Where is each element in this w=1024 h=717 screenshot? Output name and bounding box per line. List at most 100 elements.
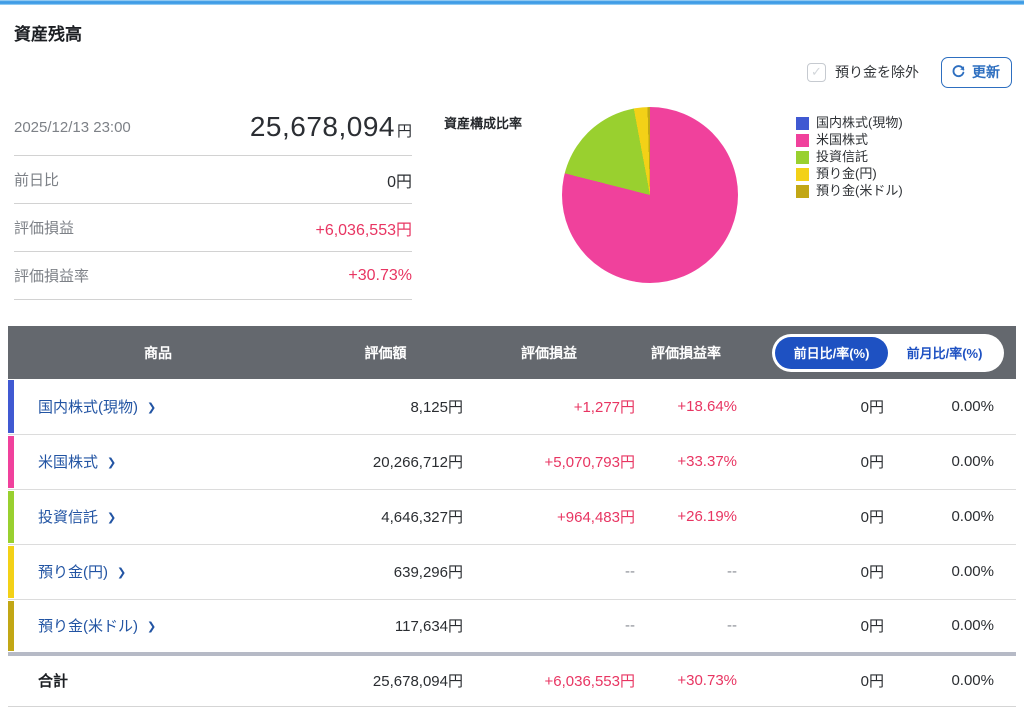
row-color-bar [8, 490, 14, 543]
table-row-mutual-fund: 投資信託 ❯ 4,646,327円 +964,483円 +26.19% 0円 0.… [8, 489, 1016, 545]
pl-rate-cell: +26.19% [635, 489, 737, 545]
toggle-month-change[interactable]: 前月比/率(%) [888, 337, 1001, 369]
chevron-right-icon: ❯ [117, 567, 127, 579]
pl-rate-cell: -- [635, 544, 737, 600]
summary-row-day-change: 前日比 0円 [14, 156, 412, 204]
legend-item: 投資信託 [796, 149, 903, 165]
valuation-cell: 8,125円 [308, 379, 463, 435]
holdings-table: 商品 評価額 評価損益 評価損益率 前日比/率(%) 前月比/率(%) 国内株式… [8, 326, 1016, 707]
asset-balance-page: 資産残高 ✓ 預り金を除外 更新 2025/12/13 23:00 25,678… [0, 20, 1024, 707]
refresh-button-label: 更新 [972, 63, 1000, 80]
product-link-mutual-fund[interactable]: 投資信託 ❯ [38, 509, 117, 526]
row-color-bar [8, 380, 14, 433]
day-change-cell: 0円 [737, 489, 884, 545]
pl-cell: -- [463, 544, 635, 600]
product-link-us-stock[interactable]: 米国株式 ❯ [38, 454, 117, 471]
header-product: 商品 [8, 326, 308, 379]
legend-swatch-deposit-usd [796, 184, 810, 198]
row-color-bar [8, 545, 14, 598]
summary-panel: 2025/12/13 23:00 25,678,094 円 前日比 0円 評価損益… [14, 99, 412, 300]
row-color-bar [8, 600, 14, 651]
pl-rate-label: 評価損益率 [14, 268, 90, 285]
total-assets-value: 25,678,094 円 [249, 111, 412, 142]
period-toggle-cell: 前日比/率(%) 前月比/率(%) [737, 326, 1016, 379]
product-link-deposit-usd[interactable]: 預り金(米ドル) ❯ [38, 618, 157, 636]
asset-composition-chart: 資産構成比率 国内株式(現物) 米国株式 投資信託 預り金(円) 預り金(米ドル… [412, 99, 1016, 300]
legend-swatch-domestic-stock [796, 116, 810, 130]
day-change-value: 0円 [387, 173, 412, 191]
table-row-deposit-usd: 預り金(米ドル) ❯ 117,634円 -- -- 0円 0.00% [8, 599, 1016, 654]
legend-item: 預り金(円) [796, 166, 903, 182]
legend-item: 国内株式(現物) [796, 115, 903, 131]
total-valuation-cell: 25,678,094円 [308, 652, 463, 707]
header-pl-rate: 評価損益率 [635, 326, 737, 379]
controls-row: ✓ 預り金を除外 更新 [8, 56, 1012, 88]
pl-rate-cell: +33.37% [635, 434, 737, 490]
day-change-cell: 0円 [737, 544, 884, 600]
total-pl-cell: +6,036,553円 [463, 652, 635, 707]
pl-rate-cell: +18.64% [635, 379, 737, 435]
day-change-cell: 0円 [737, 379, 884, 435]
legend-label: 投資信託 [816, 149, 869, 164]
valuation-cell: 20,266,712円 [308, 434, 463, 490]
pl-cell: +5,070,793円 [463, 434, 635, 490]
summary-row-total: 2025/12/13 23:00 25,678,094 円 [14, 99, 412, 156]
total-day-change-cell: 0円 [737, 652, 884, 707]
total-pl-rate-cell: +30.73% [635, 652, 737, 707]
header-pl: 評価損益 [463, 326, 635, 379]
legend-item: 米国株式 [796, 132, 903, 148]
product-link-domestic-stock[interactable]: 国内株式(現物) ❯ [38, 398, 157, 416]
checkbox-box-icon[interactable]: ✓ [807, 62, 826, 82]
chevron-right-icon: ❯ [107, 512, 117, 524]
day-change-cell: 0円 [860, 618, 884, 636]
as-of-timestamp: 2025/12/13 23:00 [14, 118, 131, 136]
legend-swatch-us-stock [796, 133, 810, 147]
legend-swatch-deposit-jpy [796, 167, 810, 181]
exclude-deposits-checkbox[interactable]: ✓ 預り金を除外 [807, 62, 919, 82]
top-accent-bar [0, 0, 1024, 5]
legend-item: 預り金(米ドル) [796, 183, 903, 199]
header-valuation: 評価額 [308, 326, 463, 379]
exclude-deposits-label: 預り金を除外 [835, 64, 919, 80]
chart-title: 資産構成比率 [444, 116, 523, 131]
table-row-total: 合計 25,678,094円 +6,036,553円 +30.73% 0円 0.… [8, 652, 1016, 707]
table-row-us-stock: 米国株式 ❯ 20,266,712円 +5,070,793円 +33.37% 0円… [8, 434, 1016, 490]
legend-label: 預り金(米ドル) [816, 183, 903, 198]
pl-cell: -- [625, 617, 635, 635]
pl-label: 評価損益 [14, 220, 75, 237]
total-day-change-rate-cell: 0.00% [884, 652, 1016, 707]
refresh-button[interactable]: 更新 [941, 56, 1012, 88]
refresh-icon [951, 64, 966, 79]
summary-and-chart: 2025/12/13 23:00 25,678,094 円 前日比 0円 評価損益… [8, 99, 1016, 300]
valuation-cell: 117,634円 [394, 618, 463, 636]
legend-swatch-mutual-fund [796, 150, 810, 164]
day-change-rate-cell: 0.00% [884, 544, 1016, 600]
chevron-right-icon: ❯ [147, 621, 157, 634]
table-row-domestic-stock: 国内株式(現物) ❯ 8,125円 +1,277円 +18.64% 0円 0.00… [8, 379, 1016, 435]
summary-row-pl: 評価損益 +6,036,553円 [14, 204, 412, 252]
product-link-deposit-jpy[interactable]: 預り金(円) ❯ [38, 564, 127, 581]
legend-label: 預り金(円) [816, 166, 877, 181]
chevron-right-icon: ❯ [147, 401, 157, 414]
day-change-cell: 0円 [737, 434, 884, 490]
page-title: 資産残高 [14, 25, 82, 44]
legend-label: 米国株式 [816, 132, 869, 147]
legend-label: 国内株式(現物) [816, 115, 903, 130]
day-change-rate-cell: 0.00% [884, 489, 1016, 545]
summary-row-pl-rate: 評価損益率 +30.73% [14, 252, 412, 300]
chart-legend: 国内株式(現物) 米国株式 投資信託 預り金(円) 預り金(米ドル) [796, 115, 903, 200]
pl-cell: +1,277円 [463, 379, 635, 435]
pl-value: +6,036,553円 [315, 221, 412, 239]
table-row-deposit-jpy: 預り金(円) ❯ 639,296円 -- -- 0円 0.00% [8, 544, 1016, 600]
valuation-cell: 4,646,327円 [308, 489, 463, 545]
pl-cell: +964,483円 [463, 489, 635, 545]
row-color-bar [8, 435, 14, 488]
period-toggle: 前日比/率(%) 前月比/率(%) [772, 333, 1004, 372]
day-change-label: 前日比 [14, 172, 60, 189]
table-header-row: 商品 評価額 評価損益 評価損益率 前日比/率(%) 前月比/率(%) [8, 326, 1016, 379]
pl-rate-value: +30.73% [348, 266, 412, 284]
total-label: 合計 [8, 652, 308, 707]
toggle-day-change[interactable]: 前日比/率(%) [775, 336, 888, 369]
day-change-rate-cell: 0.00% [884, 379, 1016, 435]
valuation-cell: 639,296円 [308, 544, 463, 600]
